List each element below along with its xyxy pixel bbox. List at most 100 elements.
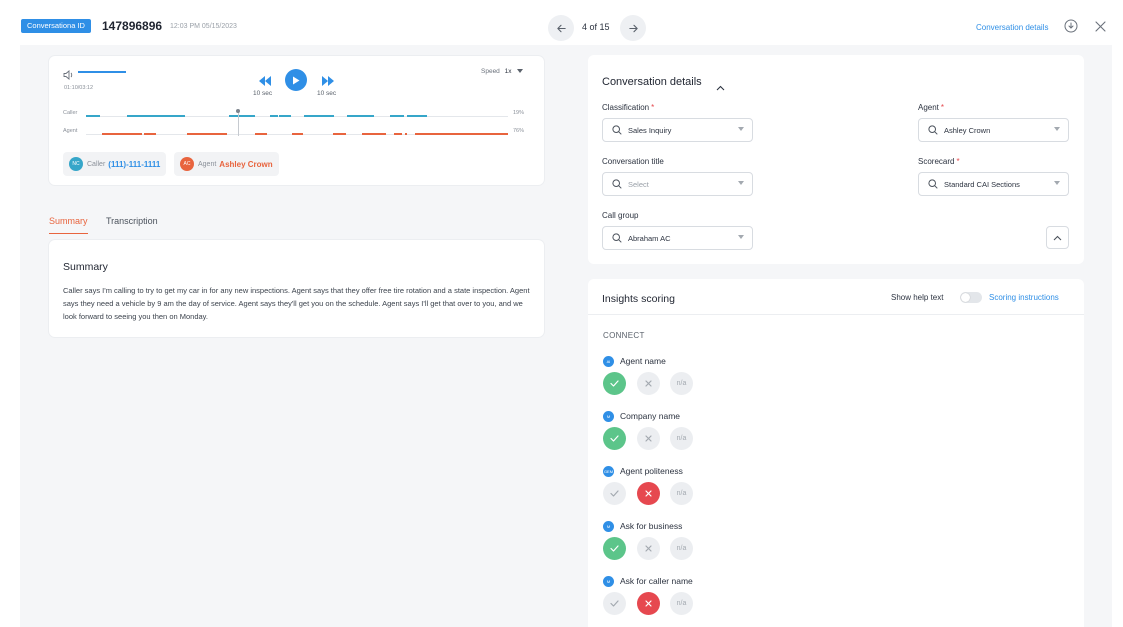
check-icon <box>610 435 619 442</box>
caret-down-icon <box>1054 127 1060 131</box>
agent-percent: 76% <box>513 128 525 134</box>
pager-label: 4 of 15 <box>582 22 610 32</box>
volume-slider[interactable] <box>78 71 126 73</box>
score-no-button[interactable] <box>637 427 660 450</box>
conversation-id-badge: Conversationa ID <box>21 19 91 33</box>
speed-value: 1x <box>504 68 512 75</box>
score-yes-button[interactable] <box>603 482 626 505</box>
criterion-row: M Ask for caller name n/a <box>602 576 802 624</box>
search-icon <box>612 179 622 189</box>
score-no-button[interactable] <box>637 372 660 395</box>
criterion-badge: M <box>603 521 614 532</box>
criterion-badge: AI <box>603 356 614 367</box>
tab-transcription[interactable]: Transcription <box>106 216 158 226</box>
rewind-icon[interactable] <box>259 73 271 91</box>
score-na-button[interactable]: n/a <box>670 592 693 615</box>
next-button[interactable] <box>620 15 646 41</box>
criterion-name: Ask for caller name <box>620 576 693 586</box>
collapse-button[interactable] <box>1046 226 1069 249</box>
playhead[interactable] <box>238 112 239 136</box>
tab-summary[interactable]: Summary <box>49 216 88 226</box>
download-icon[interactable] <box>1064 19 1078 33</box>
check-icon <box>610 490 619 497</box>
details-title: Conversation details <box>602 76 702 88</box>
speed-selector[interactable]: Speed 1x <box>481 68 524 75</box>
score-na-button[interactable]: n/a <box>670 427 693 450</box>
playhead-handle[interactable] <box>236 109 240 113</box>
call-group-select[interactable]: Abraham AC <box>602 226 753 250</box>
search-icon <box>928 125 938 135</box>
arrow-left-icon <box>556 24 566 32</box>
agent-track-label: Agent <box>63 128 78 134</box>
insights-scoring-panel: Insights scoring Show help text Scoring … <box>588 279 1084 627</box>
agent-role: Agent <box>198 160 217 168</box>
speed-label: Speed <box>481 68 500 75</box>
score-yes-button[interactable] <box>603 592 626 615</box>
caller-percent: 19% <box>513 110 525 116</box>
scorecard-select[interactable]: Standard CAI Sections <box>918 172 1069 196</box>
summary-text: Caller says I'm calling to try to get my… <box>63 286 530 321</box>
conversation-title-placeholder: Select <box>628 179 649 189</box>
classification-value: Sales Inquiry <box>628 125 672 135</box>
criterion-badge: GEM <box>603 466 614 477</box>
scorecard-value: Standard CAI Sections <box>944 179 1020 189</box>
x-icon <box>645 435 652 442</box>
classification-select[interactable]: Sales Inquiry <box>602 118 753 142</box>
insights-title: Insights scoring <box>602 293 675 305</box>
agent-label: Agent * <box>918 103 945 112</box>
agent-select[interactable]: Ashley Crown <box>918 118 1069 142</box>
skip-back-label: 10 sec <box>253 90 273 97</box>
fast-forward-icon[interactable] <box>322 73 334 91</box>
scoring-instructions-link[interactable]: Scoring instructions <box>989 293 1059 302</box>
x-icon <box>645 380 652 387</box>
search-icon <box>928 179 938 189</box>
score-na-button[interactable]: n/a <box>670 537 693 560</box>
play-button[interactable] <box>285 69 307 91</box>
conversation-title-select[interactable]: Select <box>602 172 753 196</box>
volume-icon[interactable] <box>63 67 75 85</box>
criterion-name: Agent politeness <box>620 466 683 476</box>
search-icon <box>612 125 622 135</box>
score-no-button[interactable] <box>637 537 660 560</box>
caller-avatar: NC <box>69 157 83 171</box>
caret-down-icon <box>1054 181 1060 185</box>
call-group-value: Abraham AC <box>628 233 671 243</box>
chevron-up-icon[interactable] <box>716 78 725 96</box>
criterion-row: M Company name n/a <box>602 411 802 459</box>
audio-player: 01:10/03:12 10 sec 10 sec Speed 1x Calle… <box>49 56 544 185</box>
check-icon <box>610 600 619 607</box>
x-icon <box>645 600 652 607</box>
help-text-label: Show help text <box>891 293 944 302</box>
agent-value: Ashley Crown <box>944 125 991 135</box>
caret-down-icon <box>738 235 744 239</box>
score-yes-button[interactable] <box>603 537 626 560</box>
x-icon <box>645 490 652 497</box>
caller-phone: (111)-111-1111 <box>108 159 161 169</box>
classification-label: Classification * <box>602 103 655 112</box>
score-no-button[interactable] <box>637 482 660 505</box>
score-no-button[interactable] <box>637 592 660 615</box>
score-yes-button[interactable] <box>603 427 626 450</box>
summary-title: Summary <box>63 261 108 273</box>
score-na-button[interactable]: n/a <box>670 482 693 505</box>
criterion-badge: M <box>603 576 614 587</box>
close-icon[interactable] <box>1093 19 1107 33</box>
top-bar: Conversationa ID 147896896 12:03 PM 05/1… <box>0 0 1123 48</box>
conversation-details-link[interactable]: Conversation details <box>976 23 1049 32</box>
caret-down-icon <box>517 69 524 73</box>
caret-down-icon <box>738 127 744 131</box>
skip-forward-label: 10 sec <box>317 90 337 97</box>
previous-button[interactable] <box>548 15 574 41</box>
conversation-id: 147896896 <box>102 19 163 33</box>
score-na-button[interactable]: n/a <box>670 372 693 395</box>
score-yes-button[interactable] <box>603 372 626 395</box>
caret-down-icon <box>738 181 744 185</box>
playback-time: 01:10/03:12 <box>64 85 94 91</box>
check-icon <box>610 545 619 552</box>
caller-track-label: Caller <box>63 110 78 116</box>
criterion-name: Company name <box>620 411 681 421</box>
conversation-title-label: Conversation title <box>602 157 664 166</box>
criterion-row: M Ask for business n/a <box>602 521 802 569</box>
help-text-toggle[interactable] <box>960 292 982 303</box>
caller-track[interactable] <box>86 116 508 117</box>
